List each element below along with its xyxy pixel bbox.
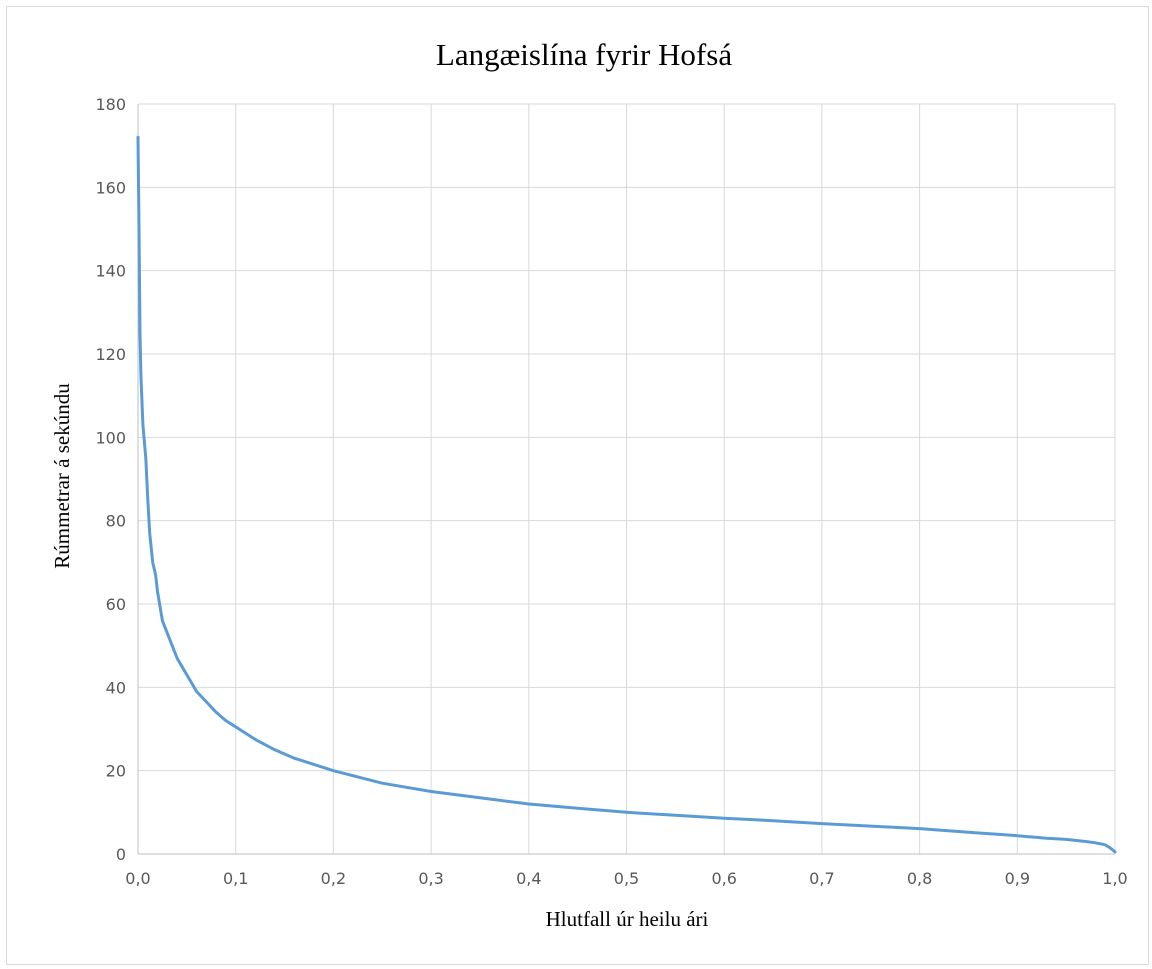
y-tick-label: 100 xyxy=(95,428,126,447)
x-tick-label: 0,0 xyxy=(125,869,150,888)
x-tick-label: 1,0 xyxy=(1102,869,1127,888)
y-tick-label: 40 xyxy=(106,678,126,697)
y-tick-label: 80 xyxy=(106,512,126,531)
y-tick-label: 160 xyxy=(95,178,126,197)
y-tick-label: 60 xyxy=(106,595,126,614)
x-tick-label: 0,2 xyxy=(321,869,346,888)
series-line xyxy=(136,135,1117,854)
x-tick-label: 0,8 xyxy=(907,869,932,888)
gridlines xyxy=(137,103,1116,855)
x-tick-label: 0,6 xyxy=(711,869,736,888)
x-tick-label: 0,1 xyxy=(223,869,248,888)
y-axis-ticks: 0 20 40 60 80 100 120 140 160 180 xyxy=(95,95,126,864)
y-tick-label: 0 xyxy=(116,845,126,864)
y-tick-label: 180 xyxy=(95,95,126,114)
chart-container: Langæislína fyrir Hofsá 0 20 40 60 80 100 120 1… xyxy=(6,6,1149,965)
y-tick-label: 20 xyxy=(106,762,126,781)
x-axis-title: Hlutfall úr heilu ári xyxy=(546,907,709,931)
y-tick-label: 140 xyxy=(95,262,126,281)
x-tick-label: 0,3 xyxy=(418,869,443,888)
x-tick-label: 0,5 xyxy=(614,869,639,888)
y-axis-title: Rúmmetrar á sekúndu xyxy=(50,383,74,569)
x-tick-label: 0,7 xyxy=(809,869,834,888)
x-axis-ticks: 0,0 0,1 0,2 0,3 0,4 0,5 0,6 0,7 0,8 0,9 1,0 xyxy=(125,869,1127,888)
x-tick-label: 0,9 xyxy=(1005,869,1030,888)
y-tick-label: 120 xyxy=(95,345,126,364)
x-tick-label: 0,4 xyxy=(516,869,541,888)
chart-title: Langæislína fyrir Hofsá xyxy=(436,37,732,72)
duration-curve-chart: Langæislína fyrir Hofsá 0 20 40 60 80 100 120 1… xyxy=(50,37,1128,931)
